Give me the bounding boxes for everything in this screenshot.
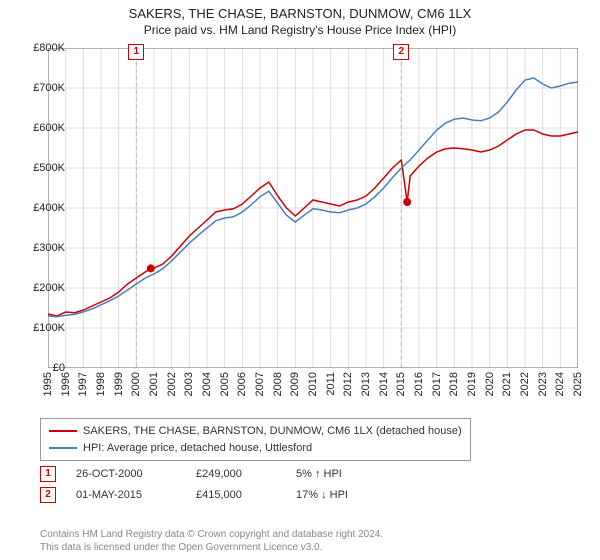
event-num: 2	[40, 487, 56, 503]
callout-box: 2	[393, 44, 409, 60]
legend: SAKERS, THE CHASE, BARNSTON, DUNMOW, CM6…	[40, 418, 471, 461]
event-price: £415,000	[196, 485, 276, 506]
x-tick-label: 2009	[289, 372, 301, 396]
x-tick-label: 2025	[572, 372, 584, 396]
event-date: 26-OCT-2000	[76, 464, 176, 485]
legend-label: HPI: Average price, detached house, Uttl…	[83, 440, 312, 457]
x-tick-label: 2013	[360, 372, 372, 396]
y-tick-label: £0	[15, 362, 65, 374]
x-tick-label: 1999	[113, 372, 125, 396]
x-tick-label: 2000	[130, 372, 142, 396]
x-tick-label: 2016	[413, 372, 425, 396]
x-tick-label: 2007	[254, 372, 266, 396]
legend-swatch	[49, 447, 77, 449]
x-tick-label: 2020	[484, 372, 496, 396]
y-tick-label: £200K	[15, 282, 65, 294]
x-tick-label: 2001	[148, 372, 160, 396]
event-row: 2 01-MAY-2015 £415,000 17% ↓ HPI	[40, 485, 348, 506]
x-tick-label: 1995	[42, 372, 54, 396]
chart-subtitle: Price paid vs. HM Land Registry's House …	[0, 23, 600, 37]
x-tick-label: 2018	[448, 372, 460, 396]
event-price: £249,000	[196, 464, 276, 485]
legend-label: SAKERS, THE CHASE, BARNSTON, DUNMOW, CM6…	[83, 423, 462, 440]
x-tick-label: 2003	[183, 372, 195, 396]
x-tick-label: 2023	[537, 372, 549, 396]
legend-swatch	[49, 430, 77, 432]
x-tick-label: 2014	[378, 372, 390, 396]
x-tick-label: 1998	[95, 372, 107, 396]
x-tick-label: 2022	[519, 372, 531, 396]
footer-text: Contains HM Land Registry data © Crown c…	[40, 528, 383, 554]
event-num: 1	[40, 466, 56, 482]
legend-item: SAKERS, THE CHASE, BARNSTON, DUNMOW, CM6…	[49, 423, 462, 440]
y-tick-label: £400K	[15, 202, 65, 214]
x-tick-label: 1996	[60, 372, 72, 396]
chart-svg	[48, 48, 578, 368]
event-delta: 17% ↓ HPI	[296, 485, 348, 506]
y-tick-label: £300K	[15, 242, 65, 254]
event-table: 1 26-OCT-2000 £249,000 5% ↑ HPI 2 01-MAY…	[40, 464, 348, 506]
x-tick-label: 2019	[466, 372, 478, 396]
x-tick-label: 2021	[501, 372, 513, 396]
x-tick-label: 2010	[307, 372, 319, 396]
legend-item: HPI: Average price, detached house, Uttl…	[49, 440, 462, 457]
y-tick-label: £100K	[15, 322, 65, 334]
x-tick-label: 2002	[166, 372, 178, 396]
x-tick-label: 2012	[342, 372, 354, 396]
event-delta: 5% ↑ HPI	[296, 464, 342, 485]
x-tick-label: 2008	[272, 372, 284, 396]
x-tick-label: 2005	[219, 372, 231, 396]
chart-title: SAKERS, THE CHASE, BARNSTON, DUNMOW, CM6…	[0, 0, 600, 23]
y-tick-label: £500K	[15, 162, 65, 174]
chart-container: SAKERS, THE CHASE, BARNSTON, DUNMOW, CM6…	[0, 0, 600, 560]
x-tick-label: 2011	[325, 372, 337, 396]
x-tick-label: 2024	[554, 372, 566, 396]
event-row: 1 26-OCT-2000 £249,000 5% ↑ HPI	[40, 464, 348, 485]
x-tick-label: 2015	[395, 372, 407, 396]
footer-line: Contains HM Land Registry data © Crown c…	[40, 528, 383, 541]
y-tick-label: £700K	[15, 82, 65, 94]
event-date: 01-MAY-2015	[76, 485, 176, 506]
y-tick-label: £800K	[15, 42, 65, 54]
footer-line: This data is licensed under the Open Gov…	[40, 541, 383, 554]
x-tick-label: 1997	[77, 372, 89, 396]
callout-box: 1	[128, 44, 144, 60]
x-tick-label: 2006	[236, 372, 248, 396]
y-tick-label: £600K	[15, 122, 65, 134]
x-tick-label: 2004	[201, 372, 213, 396]
x-tick-label: 2017	[431, 372, 443, 396]
chart-area	[48, 48, 578, 368]
